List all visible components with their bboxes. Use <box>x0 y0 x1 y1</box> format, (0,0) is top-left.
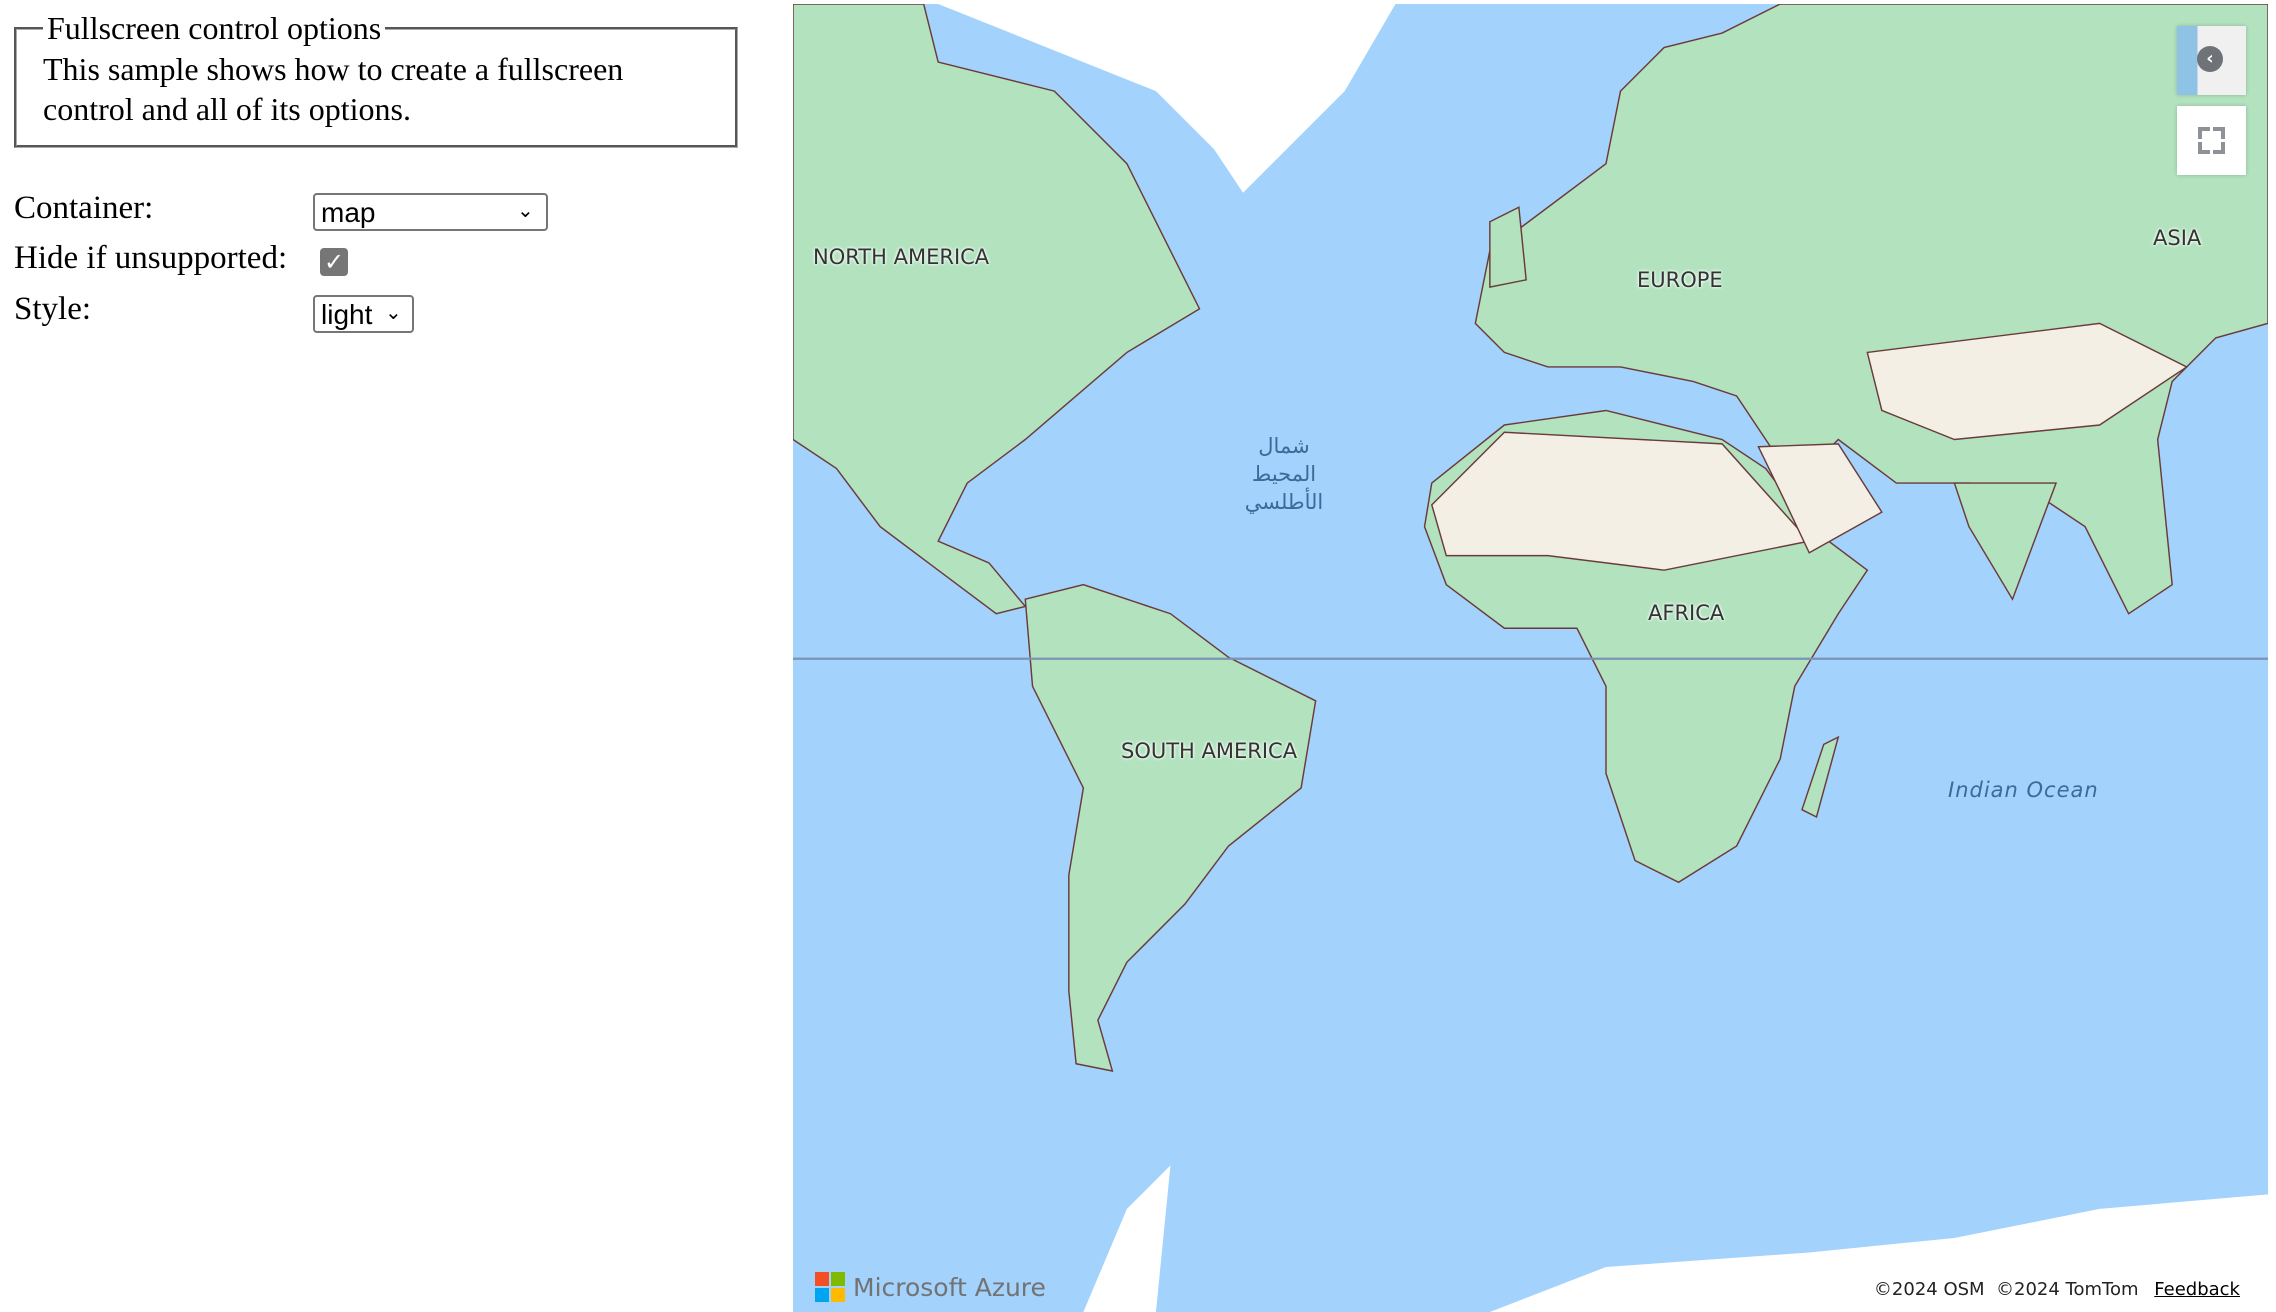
atlantic-line-1: شمال المحيط <box>1251 434 1317 486</box>
label-asia: ASIA <box>2153 226 2202 250</box>
description: This sample shows how to create a fullsc… <box>43 51 624 127</box>
microsoft-logo-icon <box>815 1272 845 1302</box>
sahara-desert <box>1430 431 1811 571</box>
atlantic-line-2: الأطلسي <box>1244 490 1324 514</box>
greenland <box>938 4 1396 193</box>
logo-text: Microsoft Azure <box>853 1272 1046 1302</box>
map[interactable]: NORTH AMERICA EUROPE ASIA AFRICA SOUTH A… <box>793 4 2268 1312</box>
label-indian-ocean: Indian Ocean <box>1948 778 2099 802</box>
osm-attribution: ©2024 OSM <box>1873 1279 1985 1300</box>
options-legend: Fullscreen control options <box>47 10 382 46</box>
antarctica <box>1489 1194 2268 1312</box>
label-north-america: NORTH AMERICA <box>813 245 990 269</box>
container-select[interactable]: map <box>313 193 548 231</box>
map-canvas[interactable] <box>793 4 2268 1312</box>
style-select[interactable]: light <box>313 295 414 333</box>
central-asia-desert <box>1866 322 2189 441</box>
madagascar <box>1801 735 1840 819</box>
attribution: ©2024 OSM ©2024 TomTom Feedback <box>1874 1279 2240 1300</box>
hide-if-unsupported-label: Hide if unsupported: <box>14 240 288 276</box>
feedback-link[interactable]: Feedback <box>2154 1279 2240 1300</box>
north-america-landmass <box>793 4 1201 615</box>
fullscreen-icon <box>2198 127 2225 154</box>
south-america-landmass <box>1024 583 1317 1072</box>
fullscreen-button[interactable] <box>2177 106 2246 175</box>
label-atlantic-ocean: شمال المحيط الأطلسي <box>1229 432 1339 516</box>
label-south-america: SOUTH AMERICA <box>1121 739 1298 763</box>
tomtom-attribution: ©2024 TomTom <box>1996 1279 2139 1300</box>
options-fieldset: Fullscreen control options This sample s… <box>14 10 738 148</box>
india <box>1953 482 2058 601</box>
arabia-desert <box>1757 443 1883 554</box>
eurasia-landmass <box>1474 4 2268 615</box>
hide-if-unsupported-checkbox[interactable]: ✓ <box>320 248 348 276</box>
label-europe: EUROPE <box>1637 268 1723 292</box>
container-label: Container: <box>14 190 154 226</box>
style-picker-button[interactable]: ‹ <box>2177 26 2246 95</box>
antarctic-peninsula <box>1083 1165 1171 1312</box>
uk <box>1489 206 1527 288</box>
label-africa: AFRICA <box>1648 601 1725 625</box>
microsoft-azure-logo: Microsoft Azure <box>815 1272 1046 1302</box>
style-label: Style: <box>14 291 92 327</box>
chevron-left-icon: ‹ <box>2197 46 2223 72</box>
